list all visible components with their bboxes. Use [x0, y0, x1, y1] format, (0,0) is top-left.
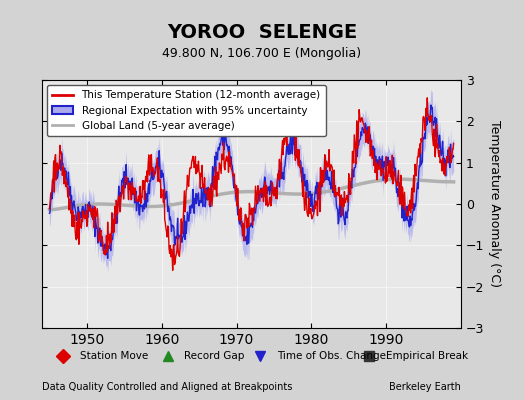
- Text: Time of Obs. Change: Time of Obs. Change: [277, 351, 386, 361]
- Y-axis label: Temperature Anomaly (°C): Temperature Anomaly (°C): [488, 120, 501, 288]
- Text: Data Quality Controlled and Aligned at Breakpoints: Data Quality Controlled and Aligned at B…: [42, 382, 292, 392]
- Text: 49.800 N, 106.700 E (Mongolia): 49.800 N, 106.700 E (Mongolia): [162, 48, 362, 60]
- Text: Station Move: Station Move: [80, 351, 148, 361]
- Text: YOROO  SELENGE: YOROO SELENGE: [167, 22, 357, 42]
- Text: Record Gap: Record Gap: [184, 351, 245, 361]
- Text: Empirical Break: Empirical Break: [386, 351, 468, 361]
- Legend: This Temperature Station (12-month average), Regional Expectation with 95% uncer: This Temperature Station (12-month avera…: [47, 85, 326, 136]
- Text: Berkeley Earth: Berkeley Earth: [389, 382, 461, 392]
